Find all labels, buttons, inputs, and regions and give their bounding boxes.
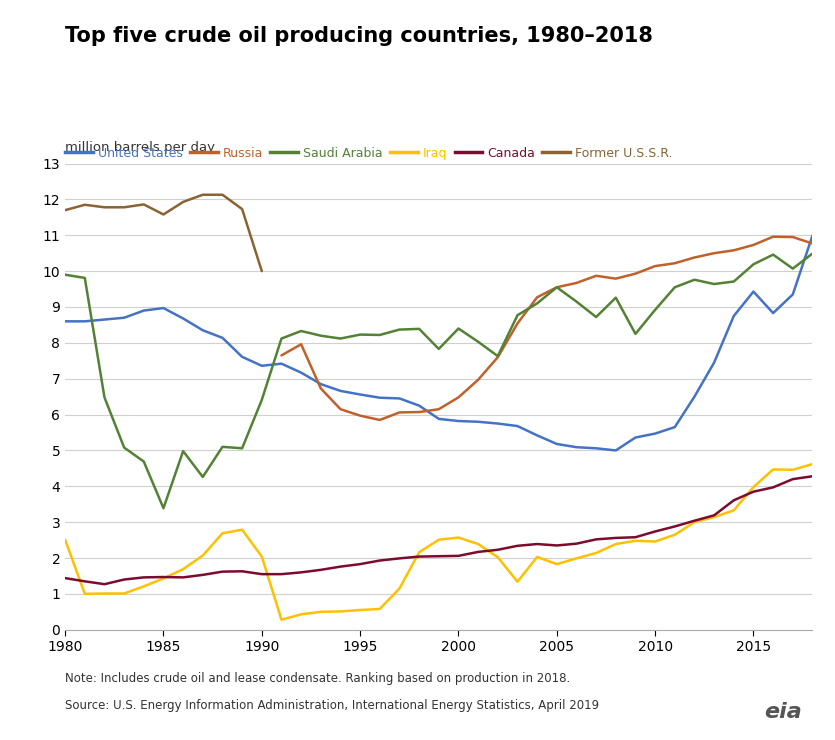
- Text: eia: eia: [764, 702, 802, 722]
- Text: Source: U.S. Energy Information Administration, International Energy Statistics,: Source: U.S. Energy Information Administ…: [65, 699, 600, 713]
- Legend: United States, Russia, Saudi Arabia, Iraq, Canada, Former U.S.S.R.: United States, Russia, Saudi Arabia, Ira…: [65, 147, 672, 160]
- Text: Note: Includes crude oil and lease condensate. Ranking based on production in 20: Note: Includes crude oil and lease conde…: [65, 672, 570, 685]
- Text: Top five crude oil producing countries, 1980–2018: Top five crude oil producing countries, …: [65, 26, 653, 46]
- Text: million barrels per day: million barrels per day: [65, 141, 215, 154]
